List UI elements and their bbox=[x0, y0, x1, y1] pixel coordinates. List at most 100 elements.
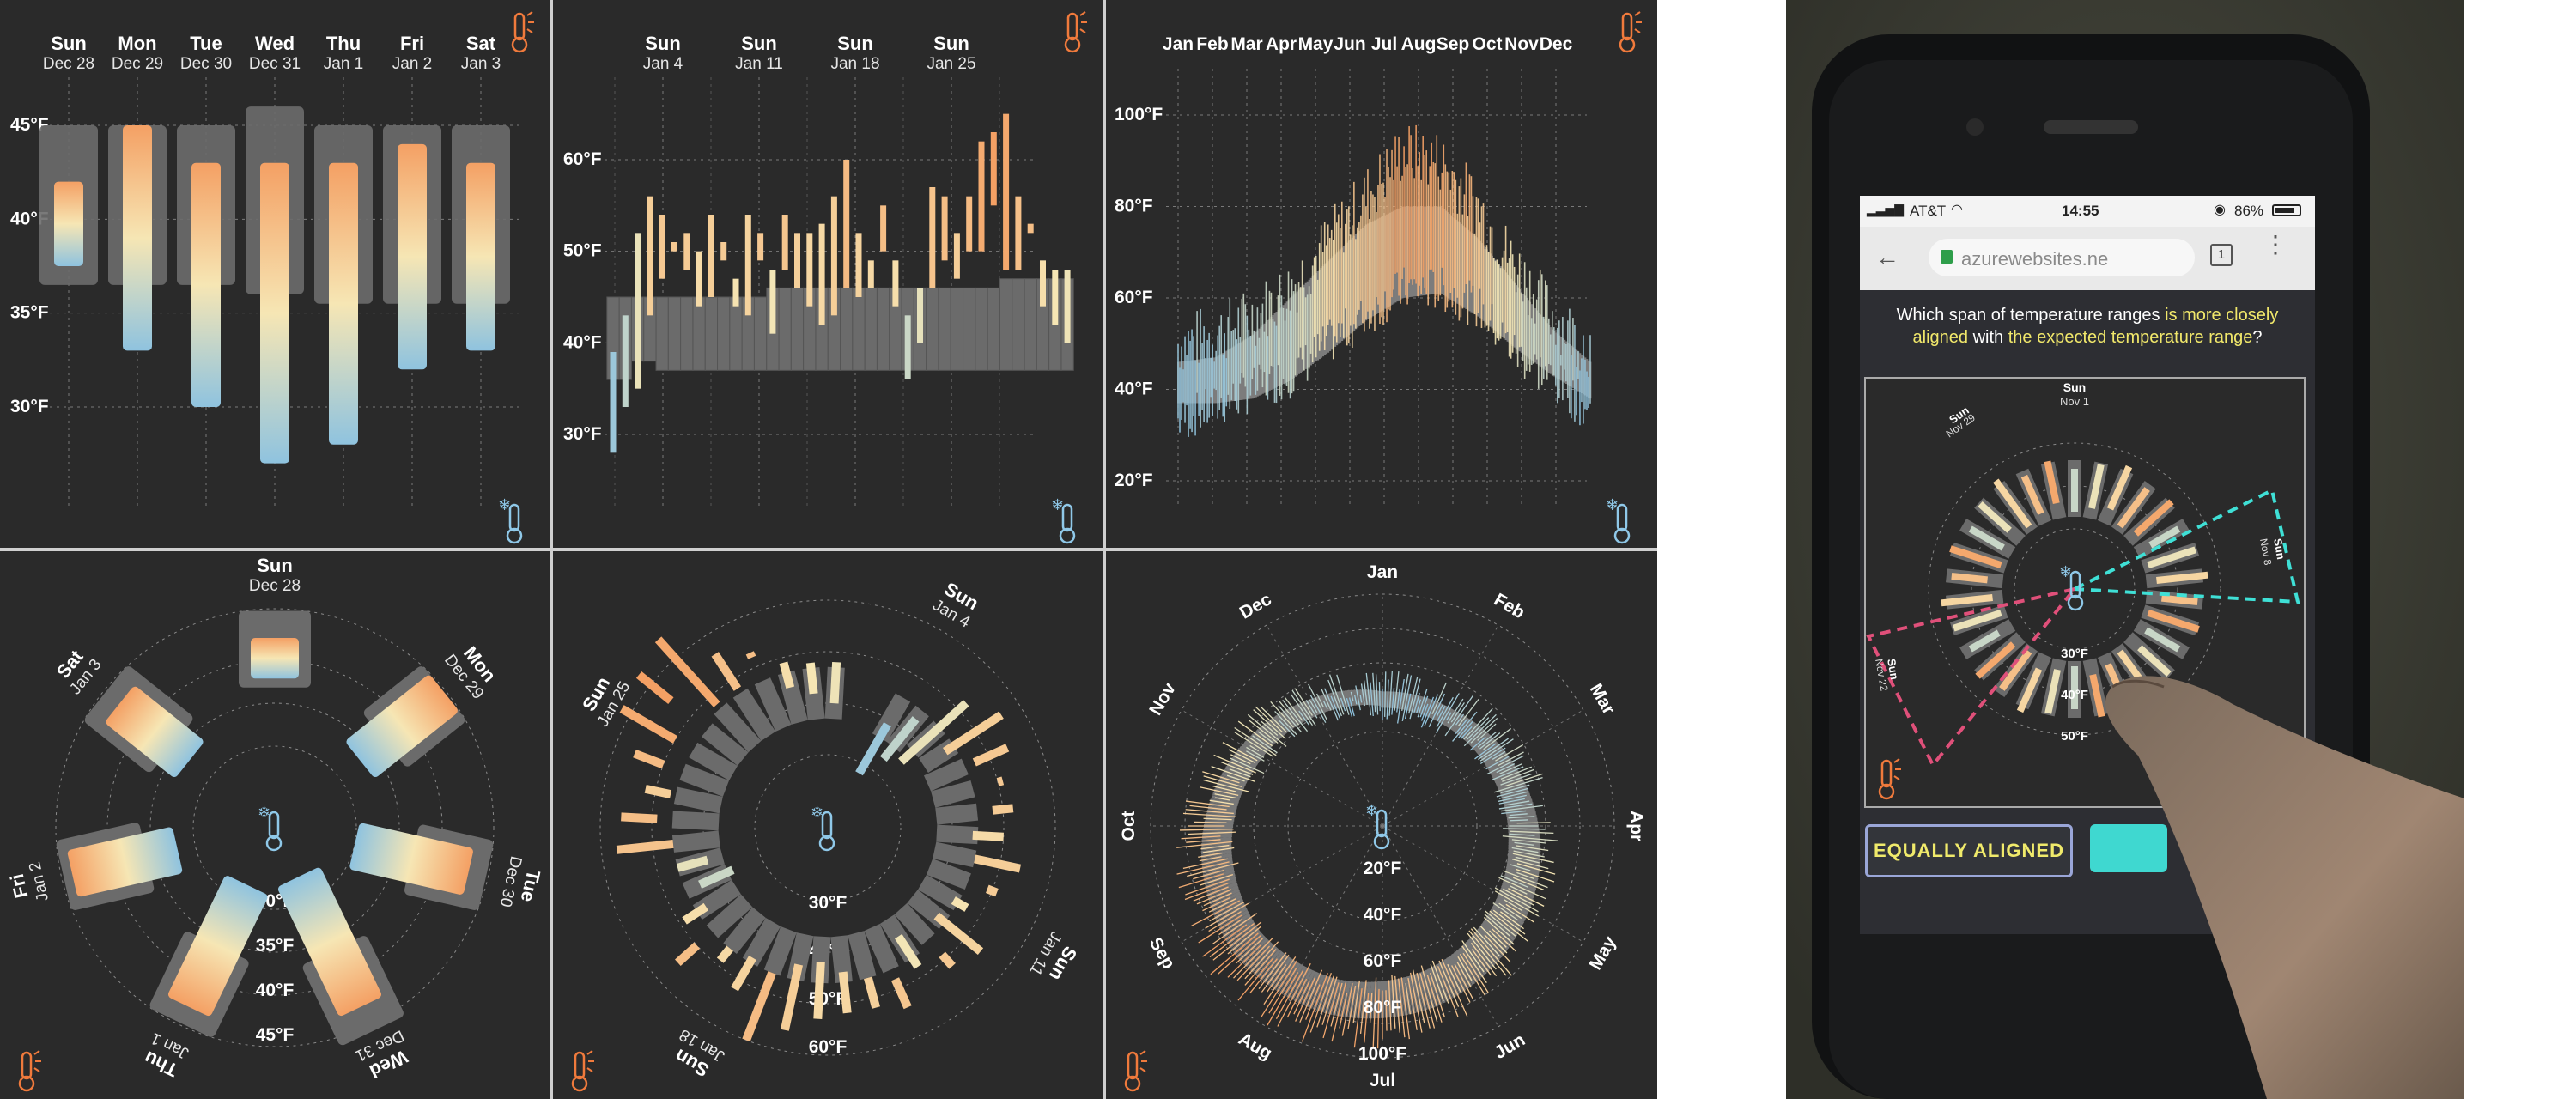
actual-range-bar bbox=[1424, 694, 1439, 726]
actual-range-bar bbox=[1415, 124, 1417, 284]
actual-range-bar bbox=[1470, 928, 1512, 976]
radial-bar-group bbox=[917, 874, 969, 912]
actual-range-bar bbox=[1236, 938, 1263, 964]
tabs-icon[interactable]: 1 bbox=[2210, 244, 2233, 266]
actual-range-bar bbox=[1431, 682, 1447, 715]
actual-range-bar bbox=[1509, 813, 1528, 817]
actual-range-bar bbox=[1467, 932, 1497, 970]
actual-range-bar bbox=[1412, 969, 1425, 1023]
actual-range-bar bbox=[54, 181, 83, 266]
x-date-label: Jan 3 bbox=[461, 55, 501, 73]
actual-range-bar bbox=[1362, 194, 1364, 324]
actual-range-bar bbox=[1327, 224, 1329, 325]
actual-range-bar bbox=[805, 662, 818, 695]
equally-aligned-button[interactable]: EQUALLY ALIGNED bbox=[1865, 824, 2073, 877]
ring-tick-label: 100°F bbox=[1358, 1044, 1406, 1064]
x-day-label: Mon bbox=[118, 33, 156, 54]
expected-range-box bbox=[778, 287, 792, 371]
actual-range-bar bbox=[1257, 731, 1273, 744]
actual-range-bar bbox=[1502, 768, 1534, 782]
selection-wedge-pink bbox=[1866, 586, 2080, 768]
actual-range-bar bbox=[2020, 474, 2044, 515]
actual-range-bar bbox=[654, 636, 720, 707]
actual-range-bar bbox=[1461, 940, 1485, 973]
actual-range-bar bbox=[1525, 287, 1528, 371]
actual-range-bar bbox=[1523, 262, 1526, 379]
other-option-button[interactable] bbox=[2090, 824, 2167, 872]
actual-range-bar bbox=[1193, 869, 1224, 880]
actual-range-bar bbox=[1348, 697, 1355, 717]
actual-range-bar bbox=[1184, 883, 1229, 901]
actual-range-bar bbox=[1328, 674, 1345, 715]
actual-range-bar bbox=[744, 215, 751, 316]
actual-range-bar bbox=[1299, 969, 1323, 1023]
back-arrow-icon[interactable]: ← bbox=[1875, 244, 1899, 270]
expected-range-box bbox=[936, 824, 979, 845]
actual-range-bar bbox=[1003, 113, 1010, 270]
actual-range-bar bbox=[1458, 186, 1461, 321]
actual-range-bar bbox=[1483, 727, 1512, 750]
actual-range-bar bbox=[1499, 763, 1522, 774]
actual-range-bar bbox=[1203, 326, 1205, 422]
actual-range-bar bbox=[1420, 696, 1435, 728]
x-date-label: Dec 31 bbox=[249, 55, 301, 73]
actual-range-bar bbox=[951, 896, 969, 912]
x-date-label: Dec 28 bbox=[249, 577, 301, 595]
actual-range-bar bbox=[1182, 812, 1236, 817]
actual-range-bar bbox=[1455, 718, 1468, 735]
actual-range-bar bbox=[1280, 295, 1283, 400]
actual-range-bar bbox=[1261, 303, 1264, 388]
actual-range-bar bbox=[1346, 698, 1353, 718]
actual-range-bar bbox=[1516, 863, 1556, 875]
actual-range-bar bbox=[1484, 913, 1510, 937]
actual-range-bar bbox=[1437, 176, 1440, 301]
radial-bar-group bbox=[731, 917, 781, 992]
actual-range-bar bbox=[1227, 926, 1262, 955]
actual-range-bar bbox=[1260, 313, 1262, 370]
signal-icon: ▂▃▅▇ bbox=[1867, 203, 1905, 216]
actual-range-bar bbox=[1393, 179, 1394, 290]
actual-range-bar bbox=[1194, 821, 1227, 823]
actual-range-bar bbox=[619, 705, 677, 744]
actual-range-bar bbox=[1209, 799, 1234, 805]
actual-range-bar bbox=[1462, 952, 1489, 993]
actual-range-bar bbox=[1522, 301, 1524, 361]
radial-bar-group bbox=[935, 803, 1014, 825]
ring-tick-label: 40°F bbox=[2061, 688, 2088, 702]
x-month-label: Feb bbox=[1196, 34, 1228, 54]
x-day-label: Sun bbox=[837, 33, 873, 54]
actual-range-bar bbox=[1308, 286, 1310, 369]
actual-range-bar bbox=[1409, 972, 1423, 1033]
expected-range-box bbox=[754, 677, 792, 732]
actual-range-bar bbox=[123, 125, 152, 351]
actual-range-bar bbox=[742, 971, 776, 1042]
thermometer-hot-icon bbox=[571, 1050, 594, 1092]
actual-range-bar bbox=[1249, 335, 1252, 396]
actual-range-bar bbox=[1486, 755, 1524, 775]
month-label: Dec bbox=[1236, 589, 1275, 622]
spoke-grid bbox=[1382, 709, 1584, 827]
actual-range-bar bbox=[1348, 206, 1350, 344]
actual-range-bar bbox=[1510, 819, 1528, 822]
actual-range-bar bbox=[1270, 701, 1294, 728]
url-field[interactable]: azurewebsites.ne bbox=[1929, 239, 2195, 276]
actual-range-bar bbox=[1504, 899, 1523, 912]
actual-range-bar bbox=[1270, 292, 1273, 367]
expected-range-box bbox=[680, 296, 694, 371]
radial-bar-group bbox=[926, 859, 999, 897]
actual-range-bar bbox=[1498, 264, 1500, 341]
actual-range-bar bbox=[1452, 711, 1478, 742]
actual-range-bar bbox=[1244, 941, 1279, 980]
expected-range-box bbox=[714, 702, 762, 753]
actual-range-bar bbox=[1407, 977, 1418, 1030]
actual-range-bar bbox=[1552, 311, 1553, 376]
x-month-label: Sep bbox=[1437, 34, 1470, 54]
actual-range-bar bbox=[1251, 304, 1254, 379]
month-label: Jun bbox=[1491, 1029, 1528, 1063]
actual-range-bar bbox=[1244, 949, 1277, 986]
actual-range-bar bbox=[1515, 856, 1540, 864]
actual-range-bar bbox=[1447, 698, 1464, 724]
actual-range-bar bbox=[1239, 337, 1242, 384]
